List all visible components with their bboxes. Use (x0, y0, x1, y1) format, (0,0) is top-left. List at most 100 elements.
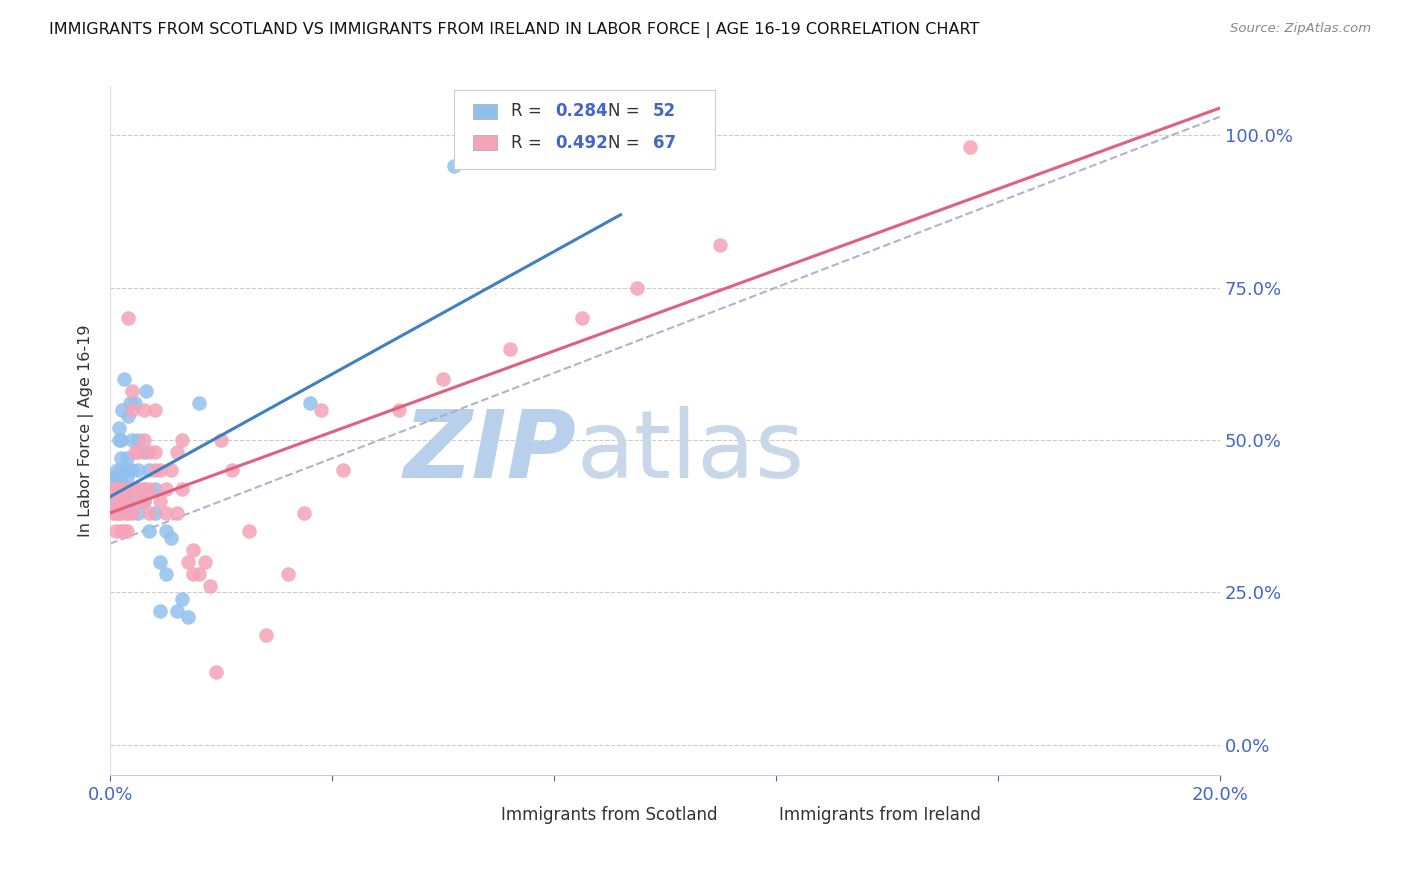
Point (101, 482, 124, 496)
Point (193, 555, 215, 569)
Point (112, 524, 135, 539)
Point (107, 421, 129, 435)
Text: ZIP: ZIP (404, 406, 576, 498)
Point (104, 494, 127, 508)
FancyBboxPatch shape (471, 805, 494, 825)
Point (115, 506, 138, 520)
Point (443, 159, 465, 173)
Point (254, 628, 277, 642)
Point (132, 494, 155, 508)
Point (124, 396, 146, 410)
Point (149, 494, 172, 508)
Point (110, 451, 132, 466)
Point (105, 463, 128, 477)
Point (121, 433, 143, 447)
Point (127, 482, 149, 496)
Point (127, 445, 149, 459)
Point (155, 506, 177, 520)
Point (132, 433, 155, 447)
Point (188, 567, 211, 582)
Point (115, 524, 138, 539)
Point (166, 445, 188, 459)
Point (138, 445, 160, 459)
Point (107, 506, 129, 520)
Point (121, 384, 143, 399)
Point (172, 591, 194, 606)
Point (626, 280, 648, 294)
Point (121, 482, 143, 496)
Point (111, 402, 134, 417)
Point (121, 482, 143, 496)
FancyBboxPatch shape (454, 90, 714, 169)
Point (143, 463, 166, 477)
Point (155, 567, 177, 582)
Point (104, 475, 127, 490)
Point (138, 463, 160, 477)
Point (138, 524, 160, 539)
Point (498, 342, 520, 356)
Point (143, 482, 166, 496)
Point (127, 482, 149, 496)
Point (132, 402, 155, 417)
Point (115, 469, 138, 483)
Text: atlas: atlas (576, 406, 804, 498)
Point (115, 451, 138, 466)
Point (111, 482, 134, 496)
FancyBboxPatch shape (472, 136, 498, 151)
Text: N =: N = (609, 134, 645, 152)
Point (149, 604, 172, 618)
Point (118, 396, 141, 410)
Point (188, 396, 211, 410)
FancyBboxPatch shape (748, 805, 770, 825)
Point (110, 475, 132, 490)
Point (221, 463, 243, 477)
Text: R =: R = (510, 134, 547, 152)
Text: Source: ZipAtlas.com: Source: ZipAtlas.com (1230, 22, 1371, 36)
Point (110, 506, 132, 520)
Point (298, 396, 321, 410)
Point (388, 402, 411, 417)
Point (115, 494, 138, 508)
Point (115, 482, 138, 496)
Point (177, 609, 200, 624)
Point (709, 238, 731, 252)
Point (309, 402, 332, 417)
Point (149, 463, 172, 477)
Point (138, 482, 160, 496)
Point (160, 531, 183, 545)
Point (432, 372, 454, 386)
Point (294, 506, 316, 520)
Point (127, 494, 149, 508)
Y-axis label: In Labor Force | Age 16-19: In Labor Force | Age 16-19 (79, 325, 94, 537)
Point (172, 433, 194, 447)
Point (104, 506, 127, 520)
Point (132, 482, 155, 496)
Point (127, 463, 149, 477)
Point (104, 469, 127, 483)
Point (110, 433, 132, 447)
Point (121, 463, 143, 477)
Point (143, 402, 166, 417)
Point (115, 506, 138, 520)
Point (160, 463, 183, 477)
Point (107, 494, 129, 508)
Point (132, 445, 155, 459)
Point (127, 433, 149, 447)
Text: 67: 67 (652, 134, 676, 152)
Point (155, 482, 177, 496)
Point (127, 506, 149, 520)
Text: 52: 52 (652, 103, 676, 120)
Point (132, 482, 155, 496)
Point (138, 506, 160, 520)
Point (104, 482, 127, 496)
Point (115, 463, 138, 477)
Point (112, 372, 135, 386)
Point (198, 579, 221, 593)
Point (103, 482, 125, 496)
Point (117, 409, 139, 423)
Point (132, 494, 155, 508)
Point (183, 567, 205, 582)
Point (143, 506, 166, 520)
Point (105, 482, 128, 496)
Point (332, 463, 354, 477)
